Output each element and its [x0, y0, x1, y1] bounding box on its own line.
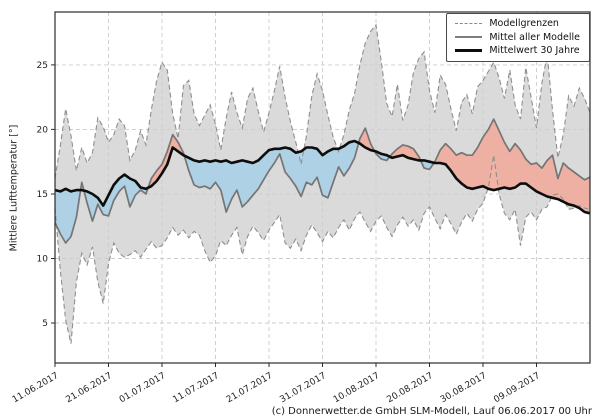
- x-tick-label: 01.07.2017: [118, 371, 168, 405]
- x-tick-label: 31.07.2017: [278, 371, 328, 405]
- x-tick-label: 09.09.2017: [492, 371, 542, 405]
- x-tick-label: 11.06.2017: [11, 371, 61, 405]
- model-bound-lines: [54, 23, 591, 344]
- x-tick-label: 11.07.2017: [171, 371, 221, 405]
- axis-ticks: [51, 64, 537, 367]
- x-tick-label: 30.08.2017: [439, 371, 489, 405]
- model-lower-bound-line: [54, 155, 591, 344]
- black-line-swatch-icon: [455, 49, 483, 53]
- cooler-anomaly-polygon: [83, 174, 149, 222]
- legend-item-modellgrenzen: Modellgrenzen: [455, 19, 580, 29]
- model-mean-line: [54, 118, 591, 244]
- copyright-caption: (c) Donnerwetter.de GmbH SLM-Modell, Lau…: [271, 406, 592, 417]
- legend-item-label: Mittel aller Modelle: [489, 31, 580, 43]
- x-tick-label: 21.07.2017: [225, 371, 275, 405]
- model-upper-bound-line: [54, 23, 591, 179]
- climate-mean-polyline: [54, 139, 591, 215]
- model-mean-polyline: [54, 118, 591, 244]
- y-tick-label: 25: [37, 61, 48, 71]
- warmer-anomaly-polygon: [434, 119, 590, 214]
- x-tick-labels: 11.06.2017 21.06.2017 01.07.2017 11.07.2017…: [11, 371, 542, 405]
- y-tick-label: 10: [37, 255, 49, 265]
- y-tick-labels: 5 10 15 20 25: [37, 61, 49, 329]
- climate-mean-line: [54, 139, 591, 215]
- y-tick-label: 5: [42, 319, 48, 329]
- gray-line-swatch-icon: [455, 36, 483, 39]
- legend-item-label: Modellgrenzen: [489, 18, 559, 29]
- x-tick-label: 20.08.2017: [385, 371, 435, 405]
- x-tick-label: 21.06.2017: [64, 371, 114, 405]
- legend-item-mittelwert-30-jahre: Mittelwert 30 Jahre: [455, 46, 580, 56]
- legend-item-label: Mittelwert 30 Jahre: [489, 45, 580, 56]
- cooler-anomaly-polygon: [184, 141, 359, 212]
- legend-box: Modellgrenzen Mittel aller Modelle Mitte…: [446, 13, 590, 62]
- y-tick-label: 20: [37, 125, 49, 135]
- dashed-line-swatch-icon: [455, 23, 483, 25]
- cooler-anomaly-polygon: [55, 188, 81, 243]
- y-axis-label: Mittlere Lufttemperatur [°]: [8, 124, 20, 252]
- y-tick-label: 15: [37, 190, 48, 200]
- legend-item-mittel-aller-modelle: Mittel aller Modelle: [455, 31, 580, 43]
- x-tick-label: 10.08.2017: [332, 371, 382, 405]
